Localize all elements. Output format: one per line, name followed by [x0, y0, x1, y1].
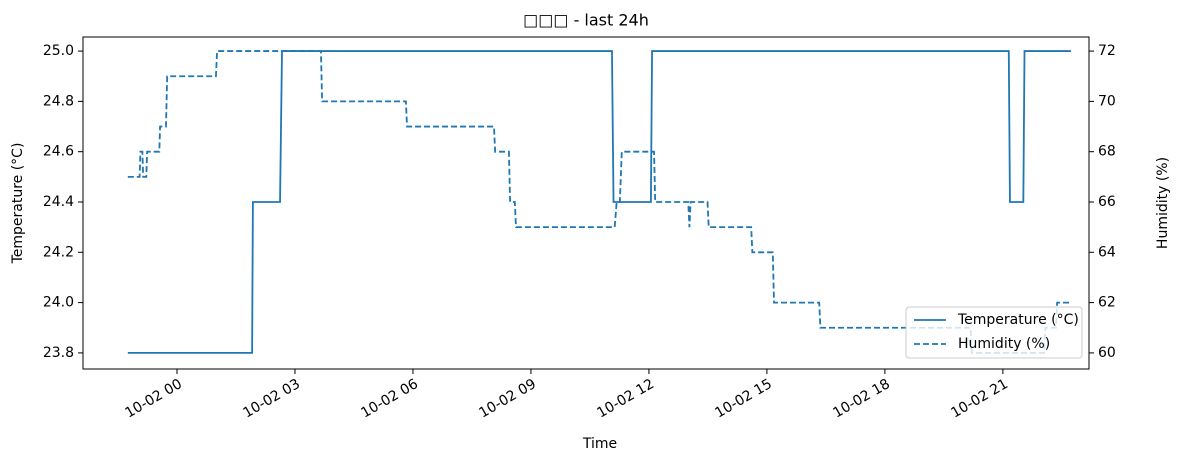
- x-tick-label: 10-02 09: [476, 376, 539, 421]
- x-tick-label: 10-02 03: [240, 376, 303, 421]
- y2-axis-label: Humidity (%): [1155, 157, 1171, 249]
- legend-box: [905, 306, 1083, 359]
- y-tick-label: 24.4: [43, 194, 74, 210]
- legend-label: Humidity (%): [958, 336, 1050, 352]
- y2-tick-label: 62: [1098, 295, 1116, 311]
- y-axis-label: Temperature (°C): [10, 143, 26, 265]
- y2-tick-label: 64: [1098, 244, 1116, 260]
- data-line: [127, 50, 1071, 354]
- plot-frame: [82, 36, 1090, 370]
- data-line: [127, 50, 1071, 354]
- x-tick-label: 10-02 00: [122, 376, 185, 421]
- y-tick-label: 24.6: [43, 144, 74, 160]
- y2-tick-label: 70: [1098, 93, 1116, 109]
- y-tick-label: 23.8: [43, 345, 74, 361]
- legend-label: Temperature (°C): [957, 312, 1079, 328]
- x-tick-label: 10-02 12: [594, 376, 657, 421]
- y2-tick-label: 66: [1098, 194, 1116, 210]
- x-tick-label: 10-02 21: [948, 376, 1011, 421]
- y2-tick-label: 72: [1098, 43, 1116, 59]
- y2-tick-label: 60: [1098, 345, 1116, 361]
- x-tick-label: 10-02 06: [358, 376, 421, 421]
- y-tick-label: 25.0: [43, 43, 74, 59]
- x-tick-label: 10-02 15: [712, 376, 775, 421]
- y-tick-label: 24.2: [43, 244, 74, 260]
- chart-title: □□□ - last 24h: [523, 11, 649, 30]
- y-tick-label: 24.0: [43, 295, 74, 311]
- x-tick-label: 10-02 18: [830, 376, 893, 421]
- y-tick-label: 24.8: [43, 93, 74, 109]
- y2-tick-label: 68: [1098, 144, 1116, 160]
- x-axis-label: Time: [582, 436, 617, 452]
